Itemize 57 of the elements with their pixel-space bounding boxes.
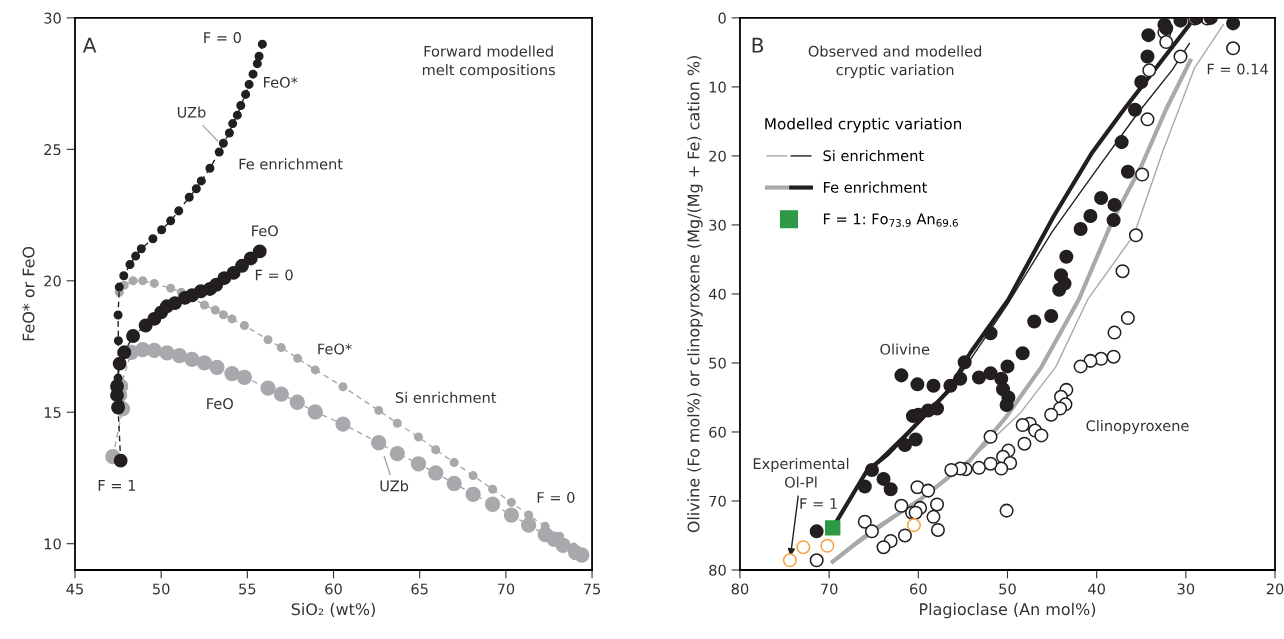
annotation: Forward modelled melt compositions	[422, 45, 555, 79]
legend-label: Fe enrichment	[823, 181, 928, 193]
x-tick-label: 60	[325, 583, 342, 595]
y-tick-label: 10	[709, 81, 726, 93]
annotation: Fe enrichment	[239, 158, 343, 170]
x-tick-label: 80	[731, 583, 749, 595]
annotation: UZb	[380, 480, 409, 492]
x-tick-label: 50	[153, 583, 170, 595]
x-axis-title: Plagioclase (An mol%)	[920, 602, 1096, 619]
y-tick-label: 20	[709, 150, 726, 162]
x-tick-label: 45	[66, 583, 83, 595]
x-tick-label: 50	[999, 583, 1016, 595]
x-tick-label: 30	[1177, 583, 1195, 595]
x-tick-label: 70	[497, 583, 515, 595]
annotation: F = 0	[537, 491, 575, 503]
x-tick-label: 60	[910, 583, 927, 595]
y-tick-label: 70	[709, 495, 726, 507]
y-axis-title: Olivine (Fo mol%) or clinopyroxene (Mg/(Mg + Fe) cation %)	[687, 56, 703, 533]
y-tick-label: 50	[709, 357, 726, 369]
y-tick-label: 30	[709, 219, 726, 231]
x-tick-label: 20	[1266, 583, 1284, 595]
annotation: Experimental Ol-Pl	[753, 457, 849, 488]
legend-title: Modelled cryptic variation	[765, 117, 962, 133]
annotation: F = 1	[98, 480, 136, 491]
annotation: F = 1	[800, 498, 837, 509]
annotation: Olivine	[880, 343, 930, 355]
x-tick-label: 70	[821, 583, 838, 595]
y-tick-label: 25	[44, 144, 61, 156]
y-tick-label: 10	[44, 538, 61, 550]
x-tick-label: 75	[583, 583, 601, 595]
y-tick-label: 0	[718, 12, 726, 24]
x-tick-label: 40	[1088, 583, 1105, 595]
annotation: FeO	[252, 225, 278, 237]
annotation: FeO	[207, 398, 233, 410]
annotation: Clinopyroxene	[1086, 419, 1189, 435]
x-axis-title: SiO₂ (wt%)	[291, 602, 375, 618]
legend-label: F = 1: Fo$_{73.9}$ An$_{69.6}$	[823, 213, 958, 227]
annotation: A	[82, 37, 97, 53]
annotation: FeO*	[318, 343, 352, 355]
y-tick-label: 30	[44, 12, 61, 24]
y-tick-label: 20	[44, 275, 61, 287]
annotation: B	[752, 37, 764, 53]
y-tick-label: 80	[709, 564, 726, 576]
annotation: FeO*	[264, 76, 298, 88]
annotation: F = 0	[204, 32, 241, 44]
x-tick-label: 55	[239, 583, 256, 595]
x-tick-label: 65	[411, 583, 428, 595]
annotation: Si enrichment	[395, 391, 497, 404]
annotation: F = 0.14	[1207, 63, 1268, 75]
y-tick-label: 15	[44, 407, 61, 418]
y-tick-label: 40	[708, 288, 726, 300]
y-tick-label: 60	[709, 426, 726, 438]
annotation: Observed and modelled cryptic variation	[808, 45, 982, 79]
annotation: UZb	[177, 106, 206, 118]
y-axis-title: FeO* or FeO	[22, 246, 35, 341]
annotation: F = 0	[255, 269, 293, 281]
legend-label: Si enrichment	[823, 149, 924, 162]
